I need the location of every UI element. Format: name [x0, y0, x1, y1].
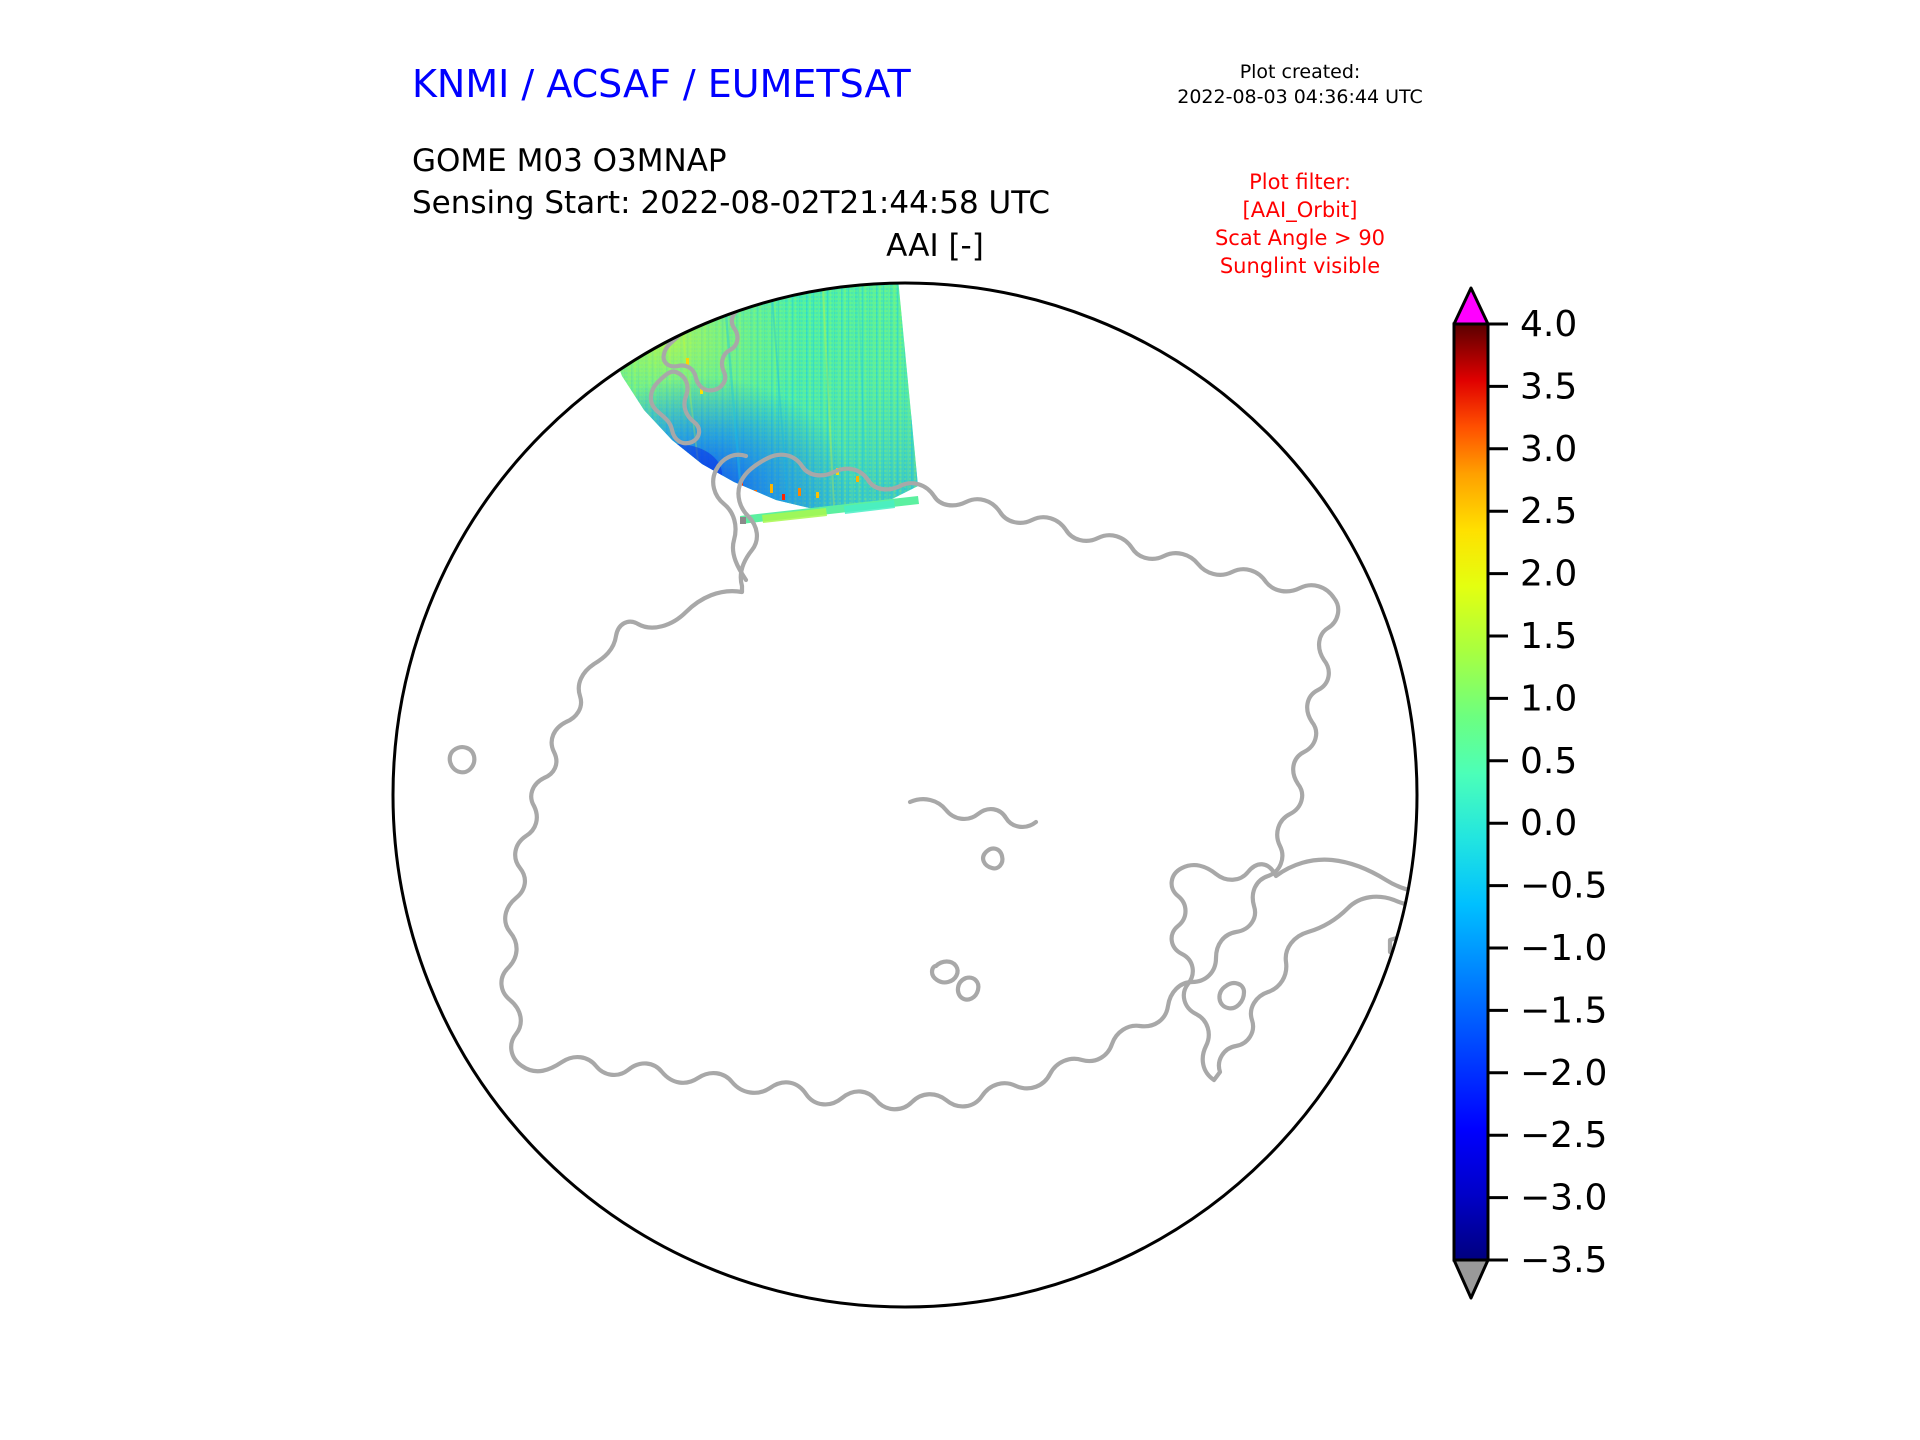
colorbar-gradient [1452, 322, 1490, 1262]
sensing-start: Sensing Start: 2022-08-02T21:44:58 UTC [412, 185, 1050, 221]
plot-filter-dataset: [AAI_Orbit] [1242, 198, 1358, 222]
coastline-island-c [981, 846, 1005, 871]
plot-title: AAI [-] [886, 228, 984, 264]
coastline-antarctica [499, 452, 1341, 1112]
colorbar-tick-label: −2.0 [1520, 1053, 1607, 1094]
coastline-island-d [447, 745, 477, 775]
colorbar-ticks: 4.0 3.5 3.0 2.5 2.0 1.5 1.0 0.5 0.0 −0.5 −1.0 −1.5 −… [1488, 304, 1607, 1281]
colorbar-tick-label: −2.5 [1520, 1115, 1607, 1156]
plot-filter-block: Plot filter: [AAI_Orbit] Scat Angle > 90… [1150, 168, 1450, 280]
product-info-block: GOME M03 O3MNAP Sensing Start: 2022-08-0… [412, 140, 1050, 224]
globe-disc [393, 283, 1417, 1307]
plot-created-label: Plot created: [1239, 61, 1361, 83]
colorbar-tick-label: −1.0 [1520, 928, 1607, 969]
colorbar-under-arrow [1452, 1258, 1490, 1300]
colorbar-tick-label: 1.5 [1520, 616, 1577, 657]
projection-limb-circle [391, 281, 1419, 1309]
colorbar-tick-label: −0.5 [1520, 866, 1607, 907]
colorbar-tick-label: 0.0 [1520, 803, 1577, 844]
swath-trailing-scanline [740, 496, 919, 524]
colorbar-tick-label: −3.5 [1520, 1240, 1607, 1281]
coastline-antarctic-peninsula [711, 452, 749, 583]
plot-created-block: Plot created: 2022-08-03 04:36:44 UTC [1160, 60, 1440, 110]
colorbar-over-arrow [1452, 286, 1490, 326]
coastline-island-a [929, 959, 960, 985]
colorbar-tick-label: −1.5 [1520, 990, 1607, 1031]
plot-filter-scat-angle: Scat Angle > 90 [1214, 226, 1386, 250]
coastline-ross-shelf [907, 797, 1039, 829]
colorbar-tick-label: 2.5 [1520, 491, 1577, 532]
colorbar: 4.0 3.5 3.0 2.5 2.0 1.5 1.0 0.5 0.0 −0.5 −1.0 −1.5 −… [1432, 280, 1732, 1340]
colorbar-tick-label: 2.0 [1520, 554, 1577, 595]
colorbar-tick-label: 3.5 [1520, 366, 1577, 407]
coastline-falklands [1217, 981, 1247, 1011]
coastline-small-island-upper [519, 358, 566, 393]
plot-filter-sunglint: Sunglint visible [1219, 254, 1381, 278]
coastline-south-america [1169, 857, 1417, 1083]
coastline-island-fragment [497, 339, 523, 361]
colorbar-tick-label: −3.0 [1520, 1178, 1607, 1219]
plot-created-timestamp: 2022-08-03 04:36:44 UTC [1177, 86, 1423, 108]
plot-filter-label: Plot filter: [1249, 170, 1351, 194]
polar-map [390, 280, 1420, 1310]
coastline-island-b [955, 975, 981, 1002]
colorbar-tick-label: 0.5 [1520, 741, 1577, 782]
colorbar-tick-label: 3.0 [1520, 429, 1577, 470]
colorbar-tick-label: 1.0 [1520, 678, 1577, 719]
product-name: GOME M03 O3MNAP [412, 143, 727, 179]
coastline-nz-south [648, 369, 702, 446]
organisation-title: KNMI / ACSAF / EUMETSAT [412, 62, 911, 106]
colorbar-tick-label: 4.0 [1520, 304, 1577, 345]
